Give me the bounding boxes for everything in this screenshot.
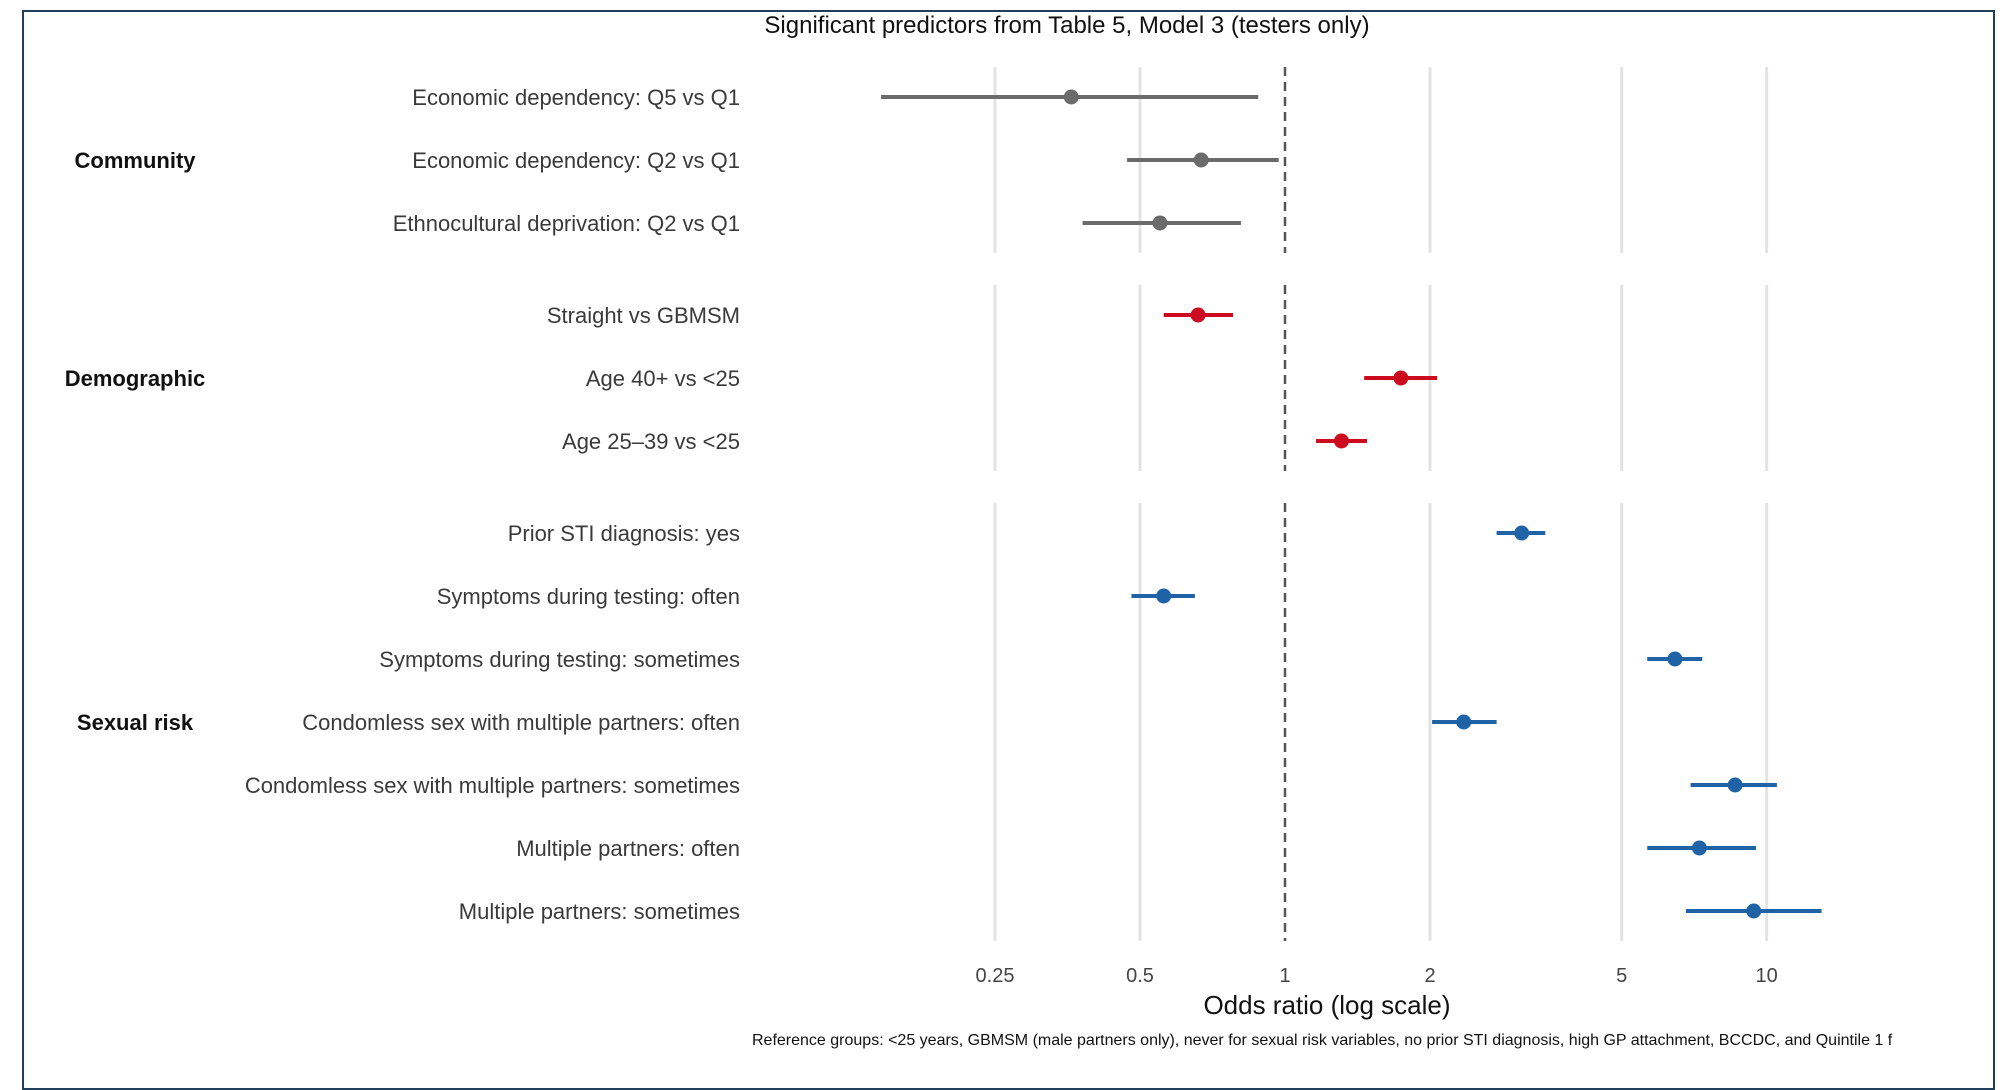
group-1: Demographic Straight vs GBMSM Age 40+ vs <…: [65, 285, 1769, 471]
point-estimate: [1152, 215, 1168, 231]
x-axis-label: Odds ratio (log scale): [1203, 990, 1450, 1020]
point-estimate: [1456, 714, 1472, 730]
point-estimate: [1691, 840, 1707, 856]
group-2: Sexual risk Prior STI diagnosis: yes Sympt…: [77, 503, 1822, 941]
row-label: Symptoms during testing: sometimes: [379, 647, 740, 672]
footnote: Reference groups: <25 years, GBMSM (male…: [752, 1032, 1893, 1049]
point-estimate: [1667, 651, 1683, 667]
row-label: Symptoms during testing: often: [437, 584, 740, 609]
x-axis-ticks: 0.25 0.5 1 2 5 10: [976, 965, 1778, 987]
x-tick-label: 10: [1756, 965, 1778, 987]
row-label: Economic dependency: Q2 vs Q1: [412, 148, 740, 173]
row-label: Condomless sex with multiple partners: o…: [302, 710, 740, 735]
row-label: Straight vs GBMSM: [547, 303, 740, 328]
row-label: Condomless sex with multiple partners: s…: [245, 773, 740, 798]
row-label: Ethnocultural deprivation: Q2 vs Q1: [393, 211, 740, 236]
group-label: Community: [75, 148, 197, 173]
point-estimate: [1063, 89, 1079, 105]
group-label: Sexual risk: [77, 710, 194, 735]
point-estimate: [1393, 370, 1409, 386]
point-estimate: [1190, 307, 1206, 323]
row-label: Economic dependency: Q5 vs Q1: [412, 85, 740, 110]
row-label: Age 40+ vs <25: [586, 366, 740, 391]
x-tick-label: 5: [1616, 965, 1627, 987]
row-label: Age 25–39 vs <25: [562, 429, 740, 454]
point-estimate: [1193, 152, 1209, 168]
row-label: Prior STI diagnosis: yes: [508, 521, 740, 546]
x-tick-label: 1: [1279, 965, 1290, 987]
row-label: Multiple partners: often: [516, 836, 740, 861]
group-label: Demographic: [65, 366, 206, 391]
x-tick-label: 0.25: [976, 965, 1015, 987]
x-tick-label: 0.5: [1126, 965, 1154, 987]
row-label: Multiple partners: sometimes: [459, 899, 740, 924]
point-estimate: [1156, 588, 1172, 604]
panels: Community Economic dependency: Q5 vs Q1 Ec…: [65, 67, 1822, 941]
point-estimate: [1333, 433, 1349, 449]
chart-title: Significant predictors from Table 5, Mod…: [764, 12, 1369, 39]
x-tick-label: 2: [1424, 965, 1435, 987]
group-0: Community Economic dependency: Q5 vs Q1 Ec…: [75, 67, 1769, 253]
point-estimate: [1746, 903, 1762, 919]
point-estimate: [1514, 525, 1530, 541]
point-estimate: [1727, 777, 1743, 793]
